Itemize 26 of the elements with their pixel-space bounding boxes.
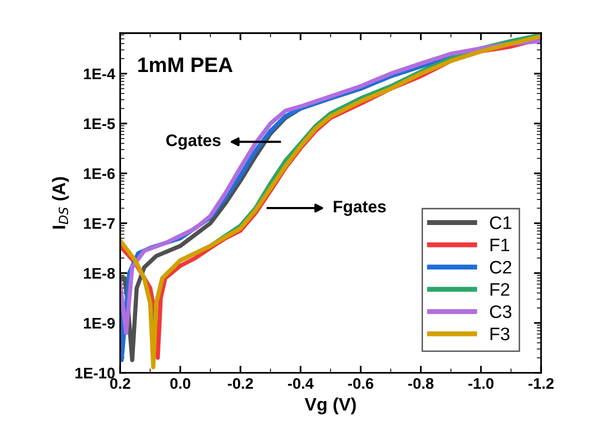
x-tick-label: -0.6 xyxy=(348,378,374,389)
x-tick-label: -0.4 xyxy=(288,378,314,389)
legend-label: F2 xyxy=(490,283,510,296)
x-tick-label: -1.0 xyxy=(468,378,494,389)
x-tick-label: 0.2 xyxy=(110,378,130,389)
y-tick-label: 1E-5 xyxy=(84,118,115,130)
y-tick-label: 1E-10 xyxy=(76,368,115,378)
x-tick-label: -1.2 xyxy=(528,378,554,389)
y-tick-label: 1E-7 xyxy=(84,218,115,229)
legend-label: C2 xyxy=(490,260,512,274)
x-axis-title: Vg (V) xyxy=(304,397,356,414)
x-tick-label: -0.8 xyxy=(408,378,434,389)
annotation: 1mM PEA xyxy=(138,58,233,72)
x-tick-label: 0.0 xyxy=(170,378,190,389)
y-axis-title: I$_{DS}$ (A) xyxy=(52,177,69,229)
legend-label: C1 xyxy=(490,216,512,230)
y-tick-label: 1E-8 xyxy=(84,268,115,279)
legend-label: C3 xyxy=(490,305,512,318)
legend-label: F3 xyxy=(490,328,510,340)
y-tick-label: 1E-9 xyxy=(84,318,115,329)
y-tick-label: 1E-6 xyxy=(84,168,115,180)
annotation: Fgates xyxy=(334,200,386,216)
x-tick-label: -0.2 xyxy=(228,378,253,389)
y-tick-label: 1E-4 xyxy=(84,68,116,80)
legend-label: F1 xyxy=(490,238,510,252)
annotation: Cgates xyxy=(166,134,221,150)
